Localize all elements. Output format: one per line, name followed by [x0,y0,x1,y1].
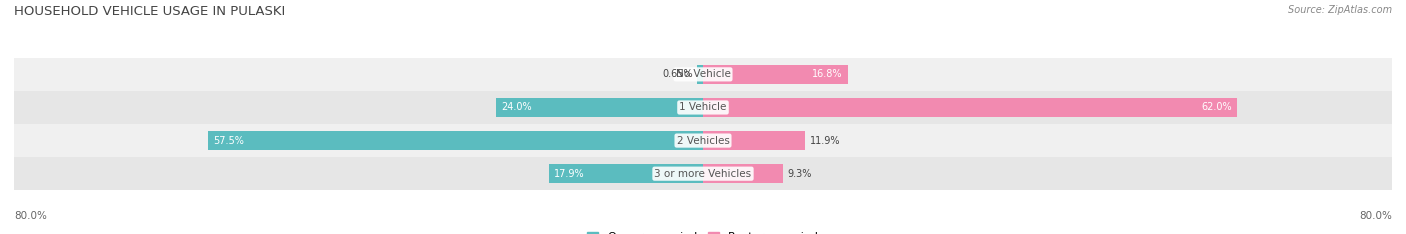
Text: 17.9%: 17.9% [554,169,585,179]
Bar [703,164,783,183]
Bar [208,131,703,150]
Text: 80.0%: 80.0% [14,211,46,221]
Text: 1 Vehicle: 1 Vehicle [679,102,727,113]
Text: 3 or more Vehicles: 3 or more Vehicles [654,169,752,179]
Text: No Vehicle: No Vehicle [675,69,731,79]
Bar [703,131,806,150]
Bar [703,65,848,84]
Bar [548,164,703,183]
Text: 0.65%: 0.65% [662,69,693,79]
Text: 9.3%: 9.3% [787,169,811,179]
Text: 2 Vehicles: 2 Vehicles [676,135,730,146]
Text: 57.5%: 57.5% [212,135,243,146]
Text: 16.8%: 16.8% [813,69,842,79]
Text: Source: ZipAtlas.com: Source: ZipAtlas.com [1288,5,1392,15]
Bar [14,124,1392,157]
Bar [697,65,703,84]
Legend: Owner-occupied, Renter-occupied: Owner-occupied, Renter-occupied [582,227,824,234]
Text: 62.0%: 62.0% [1201,102,1232,113]
Text: 80.0%: 80.0% [1360,211,1392,221]
Bar [14,58,1392,91]
Bar [496,98,703,117]
Text: 24.0%: 24.0% [502,102,531,113]
Text: 11.9%: 11.9% [810,135,841,146]
Bar [703,98,1237,117]
Text: HOUSEHOLD VEHICLE USAGE IN PULASKI: HOUSEHOLD VEHICLE USAGE IN PULASKI [14,5,285,18]
Bar [14,91,1392,124]
Bar [14,157,1392,190]
